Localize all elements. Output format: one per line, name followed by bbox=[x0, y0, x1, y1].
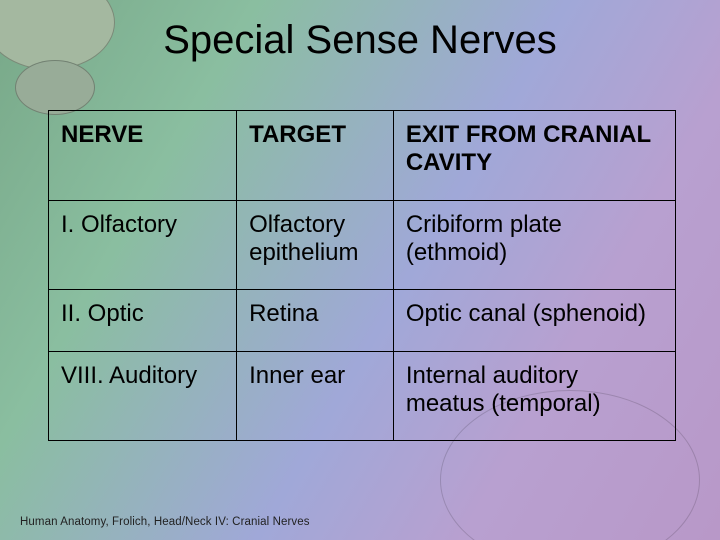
table-row: II. Optic Retina Optic canal (sphenoid) bbox=[49, 290, 676, 351]
cell-exit: Internal auditory meatus (temporal) bbox=[393, 351, 675, 441]
table-row: VIII. Auditory Inner ear Internal audito… bbox=[49, 351, 676, 441]
slide: Special Sense Nerves NERVE TARGET EXIT F… bbox=[0, 0, 720, 540]
col-header-nerve: NERVE bbox=[49, 111, 237, 201]
nerves-table: NERVE TARGET EXIT FROM CRANIAL CAVITY I.… bbox=[48, 110, 676, 441]
table-body: I. Olfactory Olfactory epithelium Cribif… bbox=[49, 200, 676, 441]
col-header-target: TARGET bbox=[237, 111, 394, 201]
col-header-exit: EXIT FROM CRANIAL CAVITY bbox=[393, 111, 675, 201]
cell-exit: Optic canal (sphenoid) bbox=[393, 290, 675, 351]
slide-title: Special Sense Nerves bbox=[0, 18, 720, 63]
table-row: I. Olfactory Olfactory epithelium Cribif… bbox=[49, 200, 676, 290]
cell-target: Retina bbox=[237, 290, 394, 351]
cell-nerve: II. Optic bbox=[49, 290, 237, 351]
table-header: NERVE TARGET EXIT FROM CRANIAL CAVITY bbox=[49, 111, 676, 201]
nerves-table-container: NERVE TARGET EXIT FROM CRANIAL CAVITY I.… bbox=[48, 110, 676, 441]
cell-exit: Cribiform plate (ethmoid) bbox=[393, 200, 675, 290]
slide-footer: Human Anatomy, Frolich, Head/Neck IV: Cr… bbox=[20, 516, 310, 528]
cell-target: Inner ear bbox=[237, 351, 394, 441]
cell-nerve: I. Olfactory bbox=[49, 200, 237, 290]
cell-target: Olfactory epithelium bbox=[237, 200, 394, 290]
cell-nerve: VIII. Auditory bbox=[49, 351, 237, 441]
table-header-row: NERVE TARGET EXIT FROM CRANIAL CAVITY bbox=[49, 111, 676, 201]
